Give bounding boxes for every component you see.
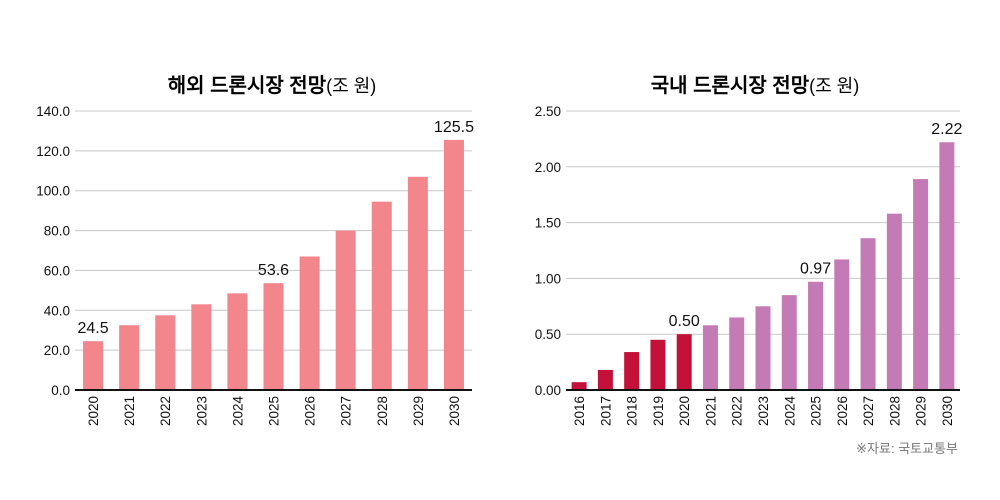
x-tick-label: 2024	[230, 396, 245, 427]
bar-2028	[371, 201, 392, 390]
chart-1: 해외 드론시장 전망(조 원) 0.0 20.0 40.0 60.0 80.0 100.0 1…	[36, 74, 474, 426]
data-label-2030: 2.22	[931, 121, 962, 138]
bar-2020	[83, 341, 104, 390]
x-tick-label: 2020	[677, 396, 692, 426]
y-tick-label: 0.0	[51, 383, 70, 398]
bar-2022	[155, 315, 176, 390]
chart-title-unit: (조 원)	[326, 76, 376, 96]
x-tick-label: 2022	[730, 396, 745, 426]
y-tick-label: 1.00	[535, 271, 561, 286]
x-tick-label: 2025	[809, 396, 824, 426]
chart-title: 해외 드론시장 전망(조 원)	[168, 74, 376, 97]
x-tick-label: 2021	[703, 396, 718, 426]
chart-title-unit: (조 원)	[809, 76, 859, 96]
x-tick-label: 2023	[194, 396, 209, 426]
x-tick-label: 2027	[861, 396, 876, 426]
x-tick-label: 2030	[940, 396, 955, 426]
y-tick-label: 2.50	[535, 104, 561, 119]
bar-2025	[808, 281, 824, 390]
x-tick-label: 2027	[339, 396, 354, 426]
source-note: ※자료: 국토교통부	[856, 441, 958, 456]
chart-2: 국내 드론시장 전망(조 원) 0.00 0.50 1.00 1.50 2.00 2.50 2…	[535, 74, 963, 426]
x-tick-label: 2018	[625, 396, 640, 426]
bar-2020	[676, 334, 692, 390]
y-tick-label: 80.0	[44, 224, 70, 239]
x-tick-label: 2023	[756, 396, 771, 426]
data-label-2020: 0.50	[669, 313, 700, 330]
x-tick-label: 2021	[122, 396, 137, 426]
chart-title-text: 해외 드론시장 전망	[168, 74, 327, 97]
y-tick-label: 1.50	[535, 216, 561, 231]
x-tick-label: 2026	[835, 396, 850, 426]
bar-2024	[227, 293, 248, 390]
y-tick-label: 140.0	[36, 104, 70, 119]
x-tick-label: 2017	[598, 396, 613, 426]
bar-2023	[191, 304, 212, 390]
x-tick-label: 2024	[782, 396, 797, 427]
y-tick-label: 120.0	[36, 144, 70, 159]
x-tick-label: 2028	[375, 396, 390, 426]
x-tick-label: 2022	[158, 396, 173, 426]
bar-2021	[119, 325, 140, 390]
bar-2027	[335, 230, 356, 390]
data-label-2020: 24.5	[77, 320, 108, 337]
bar-2022	[729, 317, 745, 390]
x-tick-label: 2026	[303, 396, 318, 426]
chart-title-text: 국내 드론시장 전망	[651, 74, 810, 97]
y-tick-label: 20.0	[44, 343, 70, 358]
y-tick-label: 2.00	[535, 160, 561, 175]
bar-2029	[913, 179, 929, 390]
bar-2028	[886, 213, 902, 390]
bar-2025	[263, 283, 284, 390]
x-tick-label: 2029	[411, 396, 426, 426]
bar-2019	[650, 339, 666, 390]
bar-2018	[624, 352, 640, 390]
x-tick-label: 2028	[887, 396, 902, 426]
y-tick-label: 40.0	[44, 303, 70, 318]
bar-2030	[443, 139, 464, 390]
x-tick-label: 2016	[572, 396, 587, 426]
bar-2026	[834, 259, 850, 390]
bar-2029	[407, 176, 428, 390]
x-tick-label: 2020	[86, 396, 101, 426]
bar-2026	[299, 256, 320, 390]
bar-2027	[860, 238, 876, 390]
bar-2024	[781, 295, 797, 390]
chart-title: 국내 드론시장 전망(조 원)	[651, 74, 859, 97]
x-tick-label: 2025	[267, 396, 282, 426]
y-tick-label: 60.0	[44, 263, 70, 278]
y-tick-label: 0.50	[535, 327, 561, 342]
bar-2017	[597, 369, 613, 390]
x-tick-label: 2030	[447, 396, 462, 426]
data-label-2030: 125.5	[434, 119, 474, 136]
data-label-2025: 0.97	[800, 261, 831, 278]
y-tick-label: 100.0	[36, 184, 70, 199]
bar-2021	[702, 325, 718, 390]
bar-2030	[939, 142, 955, 390]
bar-2016	[571, 382, 587, 390]
bar-2023	[755, 306, 771, 390]
x-tick-label: 2029	[914, 396, 929, 426]
data-label-2025: 53.6	[258, 262, 289, 279]
x-tick-label: 2019	[651, 396, 666, 426]
y-tick-label: 0.00	[535, 383, 561, 398]
